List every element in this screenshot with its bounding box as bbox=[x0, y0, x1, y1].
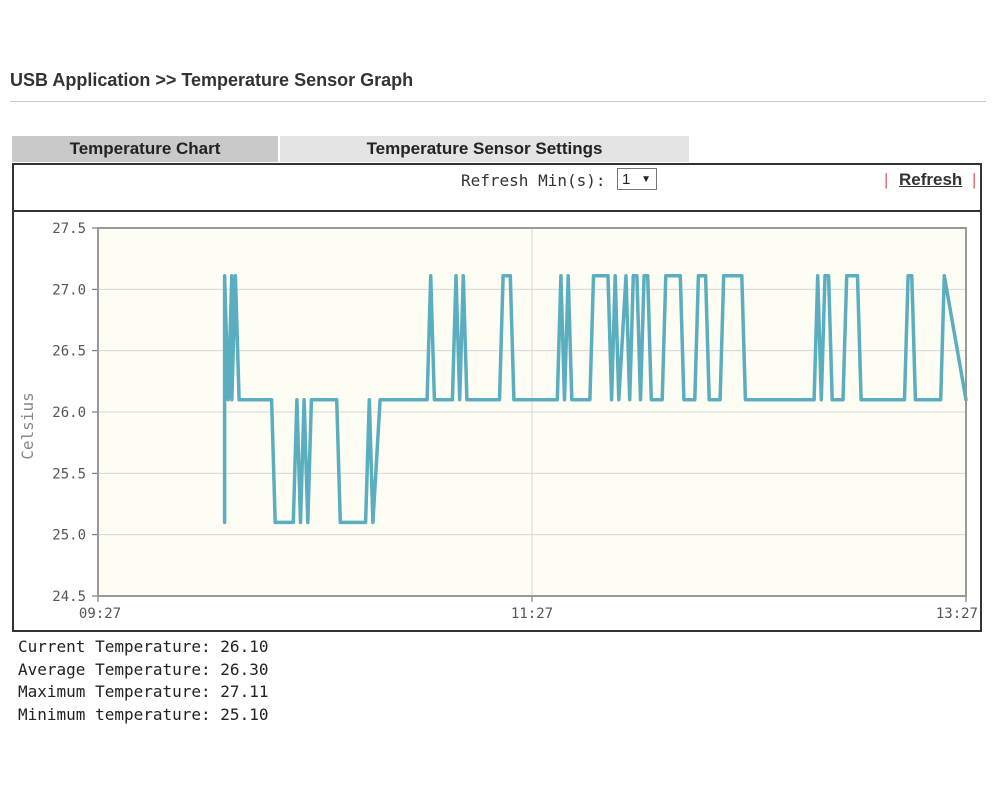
stat-label: Maximum Temperature: bbox=[18, 682, 211, 701]
temperature-line-chart: Celsius 27.5 27.0 26.5 26.0 25.5 25.0 24.509:2… bbox=[18, 221, 978, 622]
y-tick-label: 25.0 bbox=[52, 528, 86, 544]
temperature-stats: Current Temperature: 26.10 Average Tempe… bbox=[18, 636, 268, 726]
current-temperature-value: 26.10 bbox=[220, 637, 269, 656]
x-tick-label: 11:27 bbox=[511, 606, 553, 622]
y-axis-title: Celsius bbox=[18, 392, 37, 459]
refresh-interval-select[interactable]: 1 ▼ bbox=[617, 168, 657, 190]
y-tick-label: 26.5 bbox=[52, 344, 86, 360]
refresh-toolbar: Refresh Min(s): 1 ▼ | Refresh | bbox=[12, 163, 982, 212]
separator-left: | bbox=[884, 170, 889, 189]
minimum-temperature-row: Minimum temperature: 25.10 bbox=[18, 704, 268, 727]
temperature-series-line bbox=[222, 274, 968, 525]
stat-label: Minimum temperature: bbox=[18, 704, 211, 724]
refresh-interval-value: 1 bbox=[622, 171, 631, 188]
page-title: USB Application >> Temperature Sensor Gr… bbox=[10, 70, 414, 90]
refresh-interval-label: Refresh Min(s): bbox=[461, 171, 606, 190]
temperature-chart: Celsius 27.5 27.0 26.5 26.0 25.5 25.0 24.5 09:2… bbox=[12, 210, 982, 632]
x-tick-label: 09:27 bbox=[79, 606, 121, 622]
tab-temperature-sensor-settings[interactable]: Temperature Sensor Settings bbox=[280, 136, 689, 162]
y-tick-label: 27.0 bbox=[52, 282, 86, 298]
y-tick-label: 24.5 bbox=[52, 589, 86, 605]
x-tick-label: 13:27 bbox=[936, 606, 978, 622]
current-temperature-row: Current Temperature: 26.10 bbox=[18, 636, 268, 659]
refresh-link[interactable]: Refresh bbox=[899, 170, 963, 189]
y-tick-label: 25.5 bbox=[52, 466, 86, 482]
chevron-down-icon: ▼ bbox=[641, 174, 651, 185]
maximum-temperature-value: 27.11 bbox=[220, 682, 269, 701]
maximum-temperature-row: Maximum Temperature: 27.11 bbox=[18, 681, 268, 704]
tab-temperature-chart[interactable]: Temperature Chart bbox=[12, 136, 280, 162]
plot-frame bbox=[97, 227, 967, 597]
minimum-temperature-value: 25.10 bbox=[220, 704, 269, 724]
separator-right: | bbox=[972, 170, 977, 189]
stat-label: Average Temperature: bbox=[18, 659, 211, 679]
stat-label: Current Temperature: bbox=[18, 637, 211, 656]
average-temperature-value: 26.30 bbox=[220, 659, 269, 679]
y-tick-label: 26.0 bbox=[52, 405, 86, 421]
y-tick-label: 27.5 bbox=[52, 221, 86, 237]
title-divider bbox=[10, 101, 986, 102]
average-temperature-row: Average Temperature: 26.30 bbox=[18, 659, 268, 682]
